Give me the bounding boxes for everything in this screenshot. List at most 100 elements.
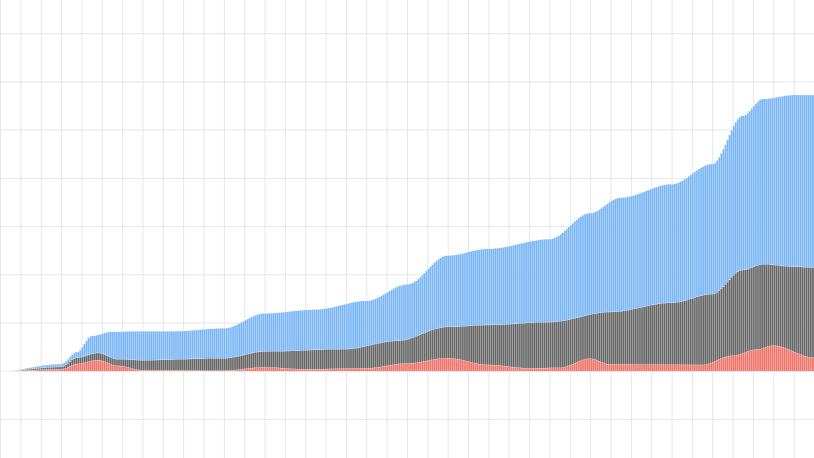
- bar-dark-segment: [62, 365, 66, 369]
- bar-red-segment: [543, 367, 546, 372]
- bar-dark-segment: [313, 349, 316, 370]
- bar-dark-segment: [750, 267, 754, 351]
- bar-blue-segment: [211, 328, 214, 359]
- bar-red-segment: [124, 366, 127, 372]
- bar-red-segment: [675, 364, 678, 372]
- bar-blue-segment: [469, 251, 473, 326]
- bar-red-segment: [518, 367, 522, 372]
- bar-dark-segment: [675, 302, 678, 365]
- bar-blue-segment: [36, 366, 39, 369]
- bar-blue-segment: [463, 252, 467, 327]
- bar-blue-segment: [429, 266, 432, 331]
- bar-dark-segment: [433, 329, 436, 360]
- bar-red-segment: [783, 347, 786, 372]
- bar-red-segment: [423, 361, 426, 372]
- bar-dark-segment: [620, 310, 623, 365]
- bar-blue-segment: [425, 270, 428, 333]
- bar-blue-segment: [343, 304, 347, 350]
- bar-red-segment: [730, 355, 733, 372]
- bar-blue-segment: [331, 307, 334, 350]
- bar-dark-segment: [378, 342, 381, 368]
- bar-blue-segment: [301, 310, 304, 351]
- bar-blue-segment: [205, 328, 208, 359]
- bar-red-segment: [734, 355, 737, 372]
- bar-red-segment: [333, 368, 336, 372]
- bar-dark-segment: [569, 319, 572, 366]
- bar-blue-segment: [185, 330, 188, 360]
- bar-blue-segment: [451, 255, 454, 327]
- bar-blue-segment: [138, 331, 141, 361]
- bar-dark-segment: [349, 348, 353, 369]
- bar-red-segment: [758, 349, 762, 372]
- bar-blue-segment: [321, 308, 324, 350]
- bar-blue-segment: [746, 112, 750, 270]
- bar-blue-segment: [290, 311, 294, 351]
- bar-dark-segment: [431, 329, 434, 361]
- bar-blue-segment: [624, 197, 627, 311]
- bar-blue-segment: [266, 313, 269, 352]
- bar-dark-segment: [773, 264, 776, 346]
- bar-dark-segment: [146, 359, 149, 371]
- bar-blue-segment: [229, 326, 233, 358]
- bar-red-segment: [353, 368, 357, 372]
- bar-blue-segment: [781, 96, 784, 266]
- bar-dark-segment: [294, 350, 298, 370]
- bar-dark-segment: [246, 353, 249, 369]
- bar-red-segment: [736, 354, 739, 372]
- bar-blue-segment: [555, 236, 558, 322]
- bar-dark-segment: [162, 359, 165, 371]
- bar-dark-segment: [286, 350, 290, 369]
- bar-dark-segment: [376, 343, 379, 368]
- bar-blue-segment: [339, 305, 343, 350]
- bar-dark-segment: [531, 322, 534, 369]
- bar-blue-segment: [101, 333, 104, 355]
- bar-red-segment: [681, 364, 684, 372]
- bar-dark-segment: [50, 367, 54, 370]
- bar-dark-segment: [266, 351, 269, 368]
- bar-red-segment: [494, 365, 497, 372]
- bar-red-segment: [610, 364, 613, 372]
- bar-red-segment: [624, 364, 627, 372]
- bar-red-segment: [360, 368, 363, 372]
- bar-blue-segment: [461, 253, 465, 327]
- bar-dark-segment: [254, 352, 257, 368]
- bar-dark-segment: [710, 293, 713, 364]
- bar-red-segment: [233, 369, 237, 372]
- bar-dark-segment: [461, 326, 465, 361]
- bar-blue-segment: [225, 327, 229, 359]
- bar-red-segment: [622, 364, 625, 372]
- bar-red-segment: [126, 367, 129, 372]
- bar-dark-segment: [101, 353, 104, 362]
- bar-blue-segment: [408, 283, 412, 339]
- bar-blue-segment: [52, 364, 56, 368]
- bar-dark-segment: [307, 349, 310, 370]
- bar-dark-segment: [195, 358, 198, 371]
- bar-red-segment: [435, 359, 438, 372]
- bar-dark-segment: [681, 301, 684, 366]
- bar-dark-segment: [543, 321, 546, 369]
- bar-blue-segment: [748, 110, 752, 269]
- bar-dark-segment: [781, 265, 784, 348]
- bar-blue-segment: [482, 248, 485, 326]
- bar-dark-segment: [807, 267, 811, 358]
- bar-dark-segment: [695, 296, 699, 366]
- bar-dark-segment: [651, 304, 654, 365]
- bar-blue-segment: [176, 331, 180, 360]
- bar-blue-segment: [435, 260, 438, 329]
- bar-dark-segment: [219, 358, 222, 371]
- bar-red-segment: [337, 368, 340, 372]
- bar-dark-segment: [240, 355, 243, 370]
- bar-red-segment: [732, 355, 735, 372]
- bar-blue-segment: [278, 312, 281, 352]
- bar-dark-segment: [744, 269, 747, 353]
- bar-blue-segment: [805, 94, 809, 268]
- bar-blue-segment: [32, 366, 35, 369]
- bar-dark-segment: [38, 367, 41, 370]
- bar-red-segment: [130, 368, 133, 372]
- bar-red-segment: [290, 368, 294, 372]
- bar-red-segment: [506, 366, 509, 372]
- bar-blue-segment: [533, 240, 536, 323]
- bar-dark-segment: [235, 356, 239, 371]
- bar-red-segment: [803, 356, 806, 372]
- bar-dark-segment: [229, 357, 233, 371]
